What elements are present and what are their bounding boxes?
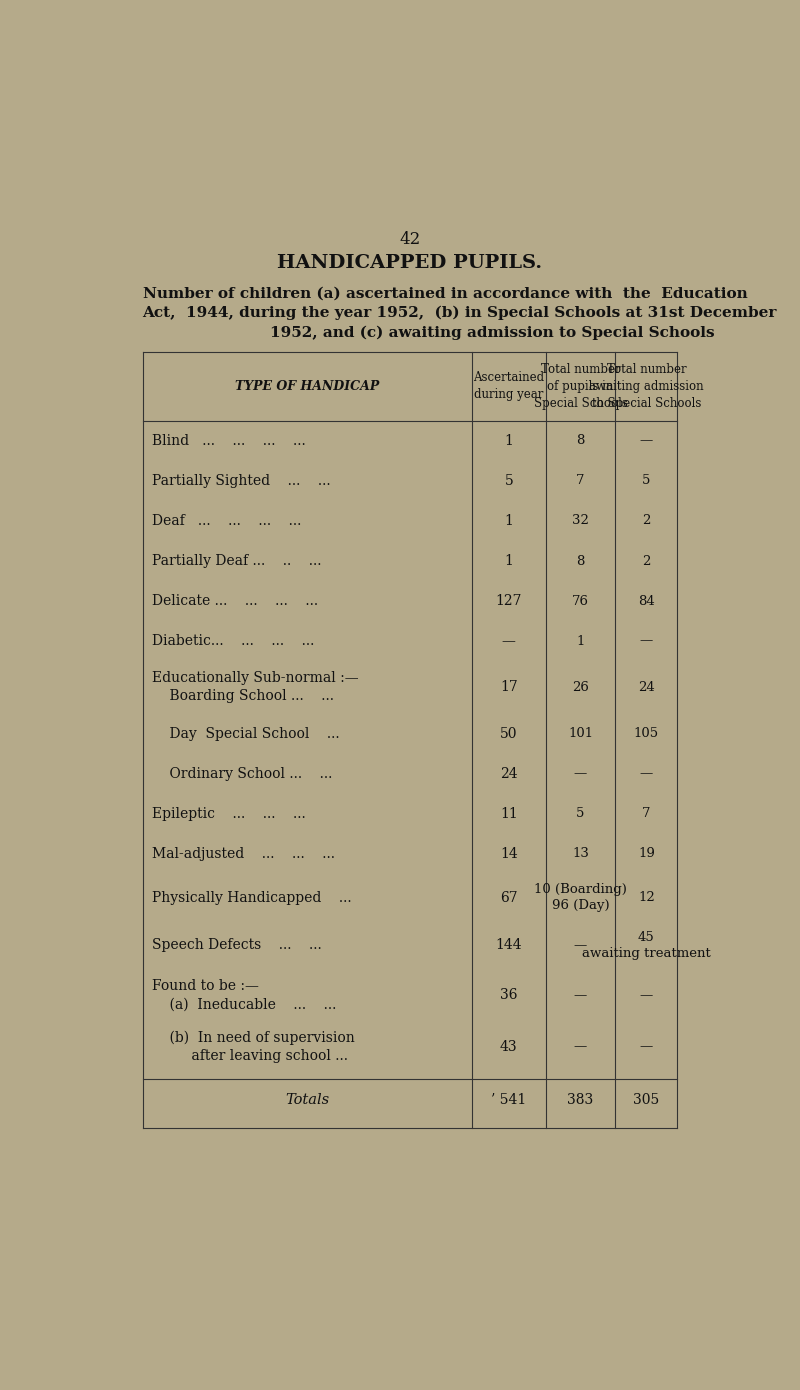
Text: 24: 24 — [638, 681, 654, 694]
Text: 45
awaiting treatment: 45 awaiting treatment — [582, 931, 710, 959]
Text: 24: 24 — [500, 766, 518, 781]
Text: Partially Deaf ...    ..    ...: Partially Deaf ... .. ... — [152, 555, 322, 569]
Text: —: — — [574, 938, 587, 952]
Text: 26: 26 — [572, 681, 589, 694]
Text: 1952, and (c) awaiting admission to Special Schools: 1952, and (c) awaiting admission to Spec… — [270, 325, 715, 339]
Text: —: — — [640, 1040, 653, 1054]
Text: 10 (Boarding)
96 (Day): 10 (Boarding) 96 (Day) — [534, 883, 627, 912]
Text: 5: 5 — [576, 808, 585, 820]
Text: 8: 8 — [576, 435, 585, 448]
Text: Totals: Totals — [286, 1094, 330, 1108]
Text: 1: 1 — [504, 434, 514, 448]
Text: 36: 36 — [500, 988, 518, 1002]
Text: —: — — [574, 988, 587, 1002]
Text: Delicate ...    ...    ...    ...: Delicate ... ... ... ... — [152, 594, 318, 607]
Text: —: — — [640, 435, 653, 448]
Text: 2: 2 — [642, 555, 650, 567]
Text: Number of children (a) ascertained in accordance with  the  Education: Number of children (a) ascertained in ac… — [142, 286, 747, 300]
Text: 101: 101 — [568, 727, 593, 739]
Text: 8: 8 — [576, 555, 585, 567]
Text: —: — — [502, 634, 516, 648]
Text: 127: 127 — [495, 594, 522, 607]
Text: Found to be :—
    (a)  Ineducable    ...    ...: Found to be :— (a) Ineducable ... ... — [152, 980, 336, 1012]
Text: ’ 541: ’ 541 — [491, 1094, 526, 1108]
Text: —: — — [574, 767, 587, 780]
Text: 84: 84 — [638, 595, 654, 607]
Text: 19: 19 — [638, 847, 655, 860]
Text: 13: 13 — [572, 847, 589, 860]
Text: Partially Sighted    ...    ...: Partially Sighted ... ... — [152, 474, 330, 488]
Text: 144: 144 — [495, 938, 522, 952]
Text: Educationally Sub-normal :—
    Boarding School ...    ...: Educationally Sub-normal :— Boarding Sch… — [152, 671, 358, 703]
Text: 42: 42 — [399, 232, 421, 249]
Text: 5: 5 — [505, 474, 513, 488]
Text: 2: 2 — [642, 514, 650, 527]
Text: Physically Handicapped    ...: Physically Handicapped ... — [152, 891, 351, 905]
Text: Total number
awaiting admission
to Special Schools: Total number awaiting admission to Speci… — [589, 363, 704, 410]
Text: Deaf   ...    ...    ...    ...: Deaf ... ... ... ... — [152, 514, 302, 528]
Text: 383: 383 — [567, 1094, 594, 1108]
Text: TYPE OF HANDICAP: TYPE OF HANDICAP — [235, 379, 379, 393]
Text: —: — — [640, 767, 653, 780]
Text: Day  Special School    ...: Day Special School ... — [152, 727, 339, 741]
Text: Act,  1944, during the year 1952,  (b) in Special Schools at 31st December: Act, 1944, during the year 1952, (b) in … — [142, 306, 777, 320]
Text: 11: 11 — [500, 806, 518, 820]
Text: Mal-adjusted    ...    ...    ...: Mal-adjusted ... ... ... — [152, 847, 335, 860]
Text: —: — — [640, 988, 653, 1002]
Text: 7: 7 — [642, 808, 650, 820]
Text: Speech Defects    ...    ...: Speech Defects ... ... — [152, 938, 322, 952]
Text: 76: 76 — [572, 595, 589, 607]
Text: —: — — [640, 635, 653, 648]
Text: 50: 50 — [500, 727, 518, 741]
Text: HANDICAPPED PUPILS.: HANDICAPPED PUPILS. — [278, 254, 542, 272]
Text: 43: 43 — [500, 1040, 518, 1054]
Text: Ordinary School ...    ...: Ordinary School ... ... — [152, 766, 332, 781]
Text: 1: 1 — [504, 555, 514, 569]
Text: Blind   ...    ...    ...    ...: Blind ... ... ... ... — [152, 434, 306, 448]
Text: 12: 12 — [638, 891, 654, 904]
Text: Ascertained
during year: Ascertained during year — [474, 371, 544, 402]
Text: 1: 1 — [504, 514, 514, 528]
Text: 105: 105 — [634, 727, 659, 739]
Text: Total number
of pupils in
Special Schools: Total number of pupils in Special School… — [534, 363, 627, 410]
Text: 14: 14 — [500, 847, 518, 860]
Text: (b)  In need of supervision
         after leaving school ...: (b) In need of supervision after leaving… — [152, 1030, 354, 1062]
Text: 7: 7 — [576, 474, 585, 488]
Text: 17: 17 — [500, 680, 518, 695]
Text: 67: 67 — [500, 891, 518, 905]
Text: 5: 5 — [642, 474, 650, 488]
Text: 305: 305 — [634, 1094, 659, 1108]
Text: 1: 1 — [576, 635, 585, 648]
Text: Diabetic...    ...    ...    ...: Diabetic... ... ... ... — [152, 634, 314, 648]
Text: —: — — [574, 1040, 587, 1054]
Text: Epileptic    ...    ...    ...: Epileptic ... ... ... — [152, 806, 306, 820]
Text: 32: 32 — [572, 514, 589, 527]
